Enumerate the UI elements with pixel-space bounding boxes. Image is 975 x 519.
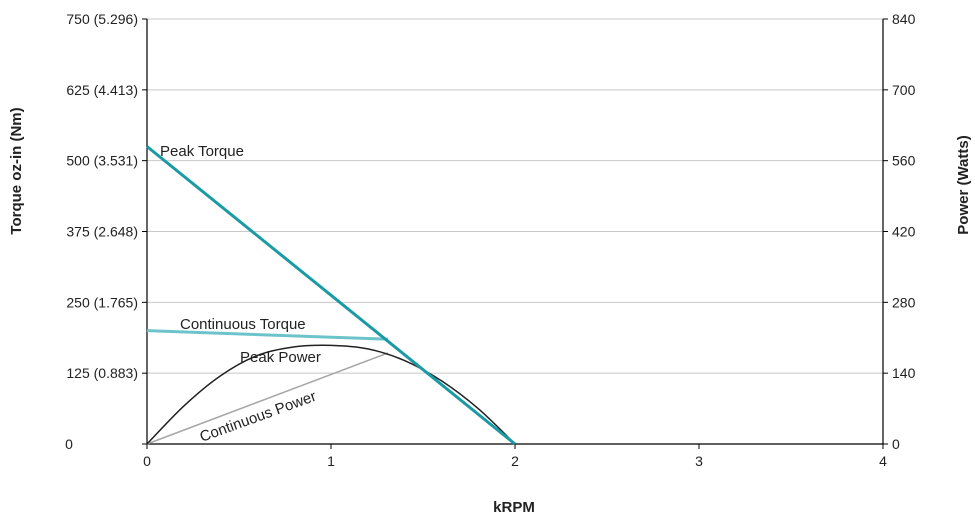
peak-torque-line	[146, 145, 516, 446]
continuous-power-line	[146, 352, 389, 445]
axes: 0 125 (0.883) 250 (1.765) 375 (2.648) 500 (3…	[65, 11, 915, 469]
series	[146, 145, 516, 446]
peak-torque-label: Peak Torque	[160, 143, 244, 160]
peak-power-line	[146, 344, 516, 445]
x-tick-label: 3	[695, 453, 703, 469]
left-tick-label: 250 (1.765)	[66, 294, 138, 310]
right-tick-label: 280	[892, 294, 916, 310]
x-tick-label: 1	[327, 453, 335, 469]
annotations: Peak Torque Continuous Torque Peak Power Co…	[160, 143, 321, 446]
grid	[147, 18, 883, 374]
left-tick-label: 0	[65, 436, 73, 452]
x-tick-label: 0	[143, 453, 151, 469]
right-tick-label: 0	[892, 436, 900, 452]
right-tick-label: 700	[892, 82, 916, 98]
left-tick-label: 625 (4.413)	[66, 82, 138, 98]
continuous-power-label: Continuous Power	[198, 388, 319, 446]
left-axis-title: Torque oz-in (Nm)	[8, 107, 25, 234]
right-tick-label: 140	[892, 365, 916, 381]
x-axis-title: kRPM	[493, 499, 535, 516]
left-tick-label: 500 (3.531)	[66, 153, 138, 169]
continuous-torque-label: Continuous Torque	[180, 316, 306, 333]
right-tick-label: 420	[892, 224, 916, 240]
x-tick-label: 4	[879, 453, 887, 469]
right-tick-label: 840	[892, 11, 916, 27]
peak-power-label: Peak Power	[240, 349, 321, 366]
right-tick-label: 560	[892, 153, 916, 169]
right-axis-title: Power (Watts)	[955, 135, 972, 234]
left-tick-label: 375 (2.648)	[66, 224, 138, 240]
x-tick-label: 2	[511, 453, 519, 469]
continuous-torque-line	[146, 329, 389, 341]
left-tick-label: 750 (5.296)	[66, 11, 138, 27]
left-tick-label: 125 (0.883)	[66, 365, 138, 381]
